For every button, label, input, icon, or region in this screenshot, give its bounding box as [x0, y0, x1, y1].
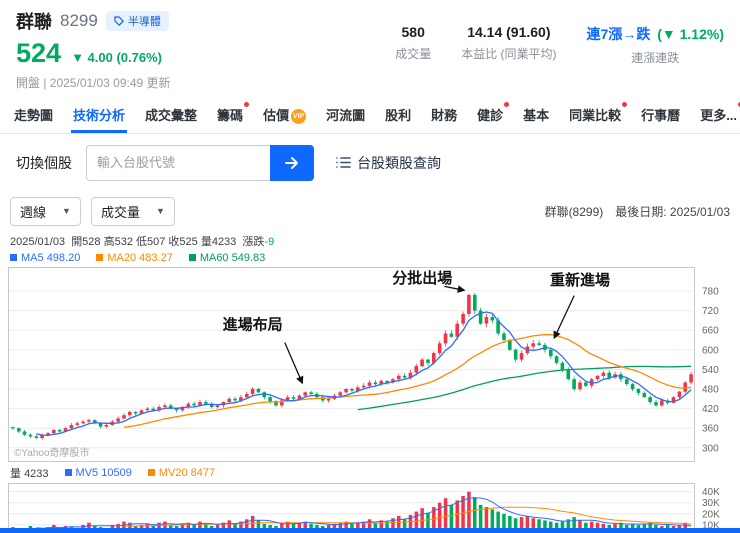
change-value: -9	[264, 235, 275, 248]
market-status: 開盤 | 2025/01/03 09:49 更新	[16, 75, 171, 90]
ma20-value: MA20 483.27	[96, 252, 173, 264]
tab-financials[interactable]: 財務	[431, 107, 458, 123]
tab-chips[interactable]: 籌碼	[215, 95, 250, 133]
tab-river-chart[interactable]: 河流圖	[326, 107, 366, 123]
mv20-value: MV20 8477	[147, 467, 215, 479]
svg-text:30K: 30K	[702, 498, 720, 509]
list-icon	[336, 157, 351, 168]
stock-code: 8299	[60, 11, 98, 30]
vip-badge: VIP	[291, 108, 307, 124]
svg-text:360: 360	[702, 423, 719, 434]
ma60-value: MA60 549.83	[188, 252, 265, 264]
svg-text:©Yahoo奇摩股市: ©Yahoo奇摩股市	[14, 446, 90, 459]
svg-text:10K: 10K	[702, 520, 720, 531]
svg-text:540: 540	[702, 365, 719, 376]
tab-basic[interactable]: 基本	[523, 107, 550, 123]
stock-summary: 群聯 8299 半導體 524 ▼ 4.00 (0.76%) 開盤 | 2025…	[16, 8, 171, 91]
svg-text:40K: 40K	[702, 487, 720, 498]
mv20-swatch	[147, 468, 155, 476]
current-price: 524	[16, 38, 62, 68]
svg-text:300: 300	[702, 443, 719, 454]
notification-dot	[738, 101, 740, 107]
svg-text:480: 480	[702, 384, 719, 395]
search-box	[86, 144, 314, 181]
notification-dot	[504, 101, 510, 107]
stock-code-input[interactable]	[86, 144, 270, 181]
period-select[interactable]: 週線 ▼	[10, 196, 81, 226]
sector-tag[interactable]: 半導體	[105, 11, 169, 31]
svg-text:720: 720	[702, 306, 719, 317]
key-stats: 580 成交量 14.14 (91.60) 本益比 (同業平均) 連7漲→跌 (…	[395, 24, 724, 91]
chevron-down-icon: ▼	[62, 206, 71, 217]
volume-value: 量 4233	[10, 467, 49, 480]
chart-last-date: 最後日期: 2025/01/03	[615, 204, 730, 219]
stock-header: 群聯 8299 半導體 524 ▼ 4.00 (0.76%) 開盤 | 2025…	[0, 0, 740, 95]
switch-stock-label: 切換個股	[16, 154, 72, 171]
stock-switcher: 切換個股 台股類股查詢	[0, 134, 740, 191]
mv5-swatch	[64, 468, 72, 476]
chart-meta: 群聯(8299) 最後日期: 2025/01/03	[545, 203, 730, 220]
tab-more[interactable]: 更多...	[698, 95, 740, 133]
ma5-swatch	[10, 253, 17, 261]
nav-tabs: 走勢圖 技術分析 成交彙整 籌碼 估價 VIP 河流圖 股利 財務 健診 基本 同…	[0, 95, 740, 134]
tab-valuation[interactable]: 估價 VIP	[263, 107, 307, 124]
chart-controls: 週線 ▼ 成交量 ▼ 群聯(8299) 最後日期: 2025/01/03	[8, 193, 732, 232]
notification-dot	[622, 101, 628, 107]
notification-dot	[244, 101, 250, 107]
ma-readout: MA5 498.20 MA20 483.27 MA60 549.83	[8, 251, 732, 267]
ma60-swatch	[188, 253, 196, 261]
tab-peer-comparison[interactable]: 同業比較	[567, 95, 628, 133]
chart-stock-ref: 群聯(8299)	[544, 204, 604, 219]
ohlc-readout: 2025/01/03 開528 高532 低507 收525 量4233 漲跌-…	[10, 235, 275, 248]
tab-transactions[interactable]: 成交彙整	[145, 107, 198, 123]
price-candlestick-chart: 300 360 420 480 540 600 660 720 780 進場布局 分批出場 重新進場 ©…	[8, 266, 719, 462]
indicator-select[interactable]: 成交量 ▼	[90, 196, 175, 226]
ma20-swatch	[96, 253, 104, 261]
tab-calendar[interactable]: 行事曆	[641, 107, 681, 123]
volume-readout: 量 4233 MV5 10509 MV20 8477	[8, 462, 732, 483]
stat-volume: 580 成交量	[395, 24, 432, 61]
stock-category-link[interactable]: 台股類股查詢	[336, 153, 441, 173]
stat-pe-ratio: 14.14 (91.60) 本益比 (同業平均)	[461, 24, 557, 61]
svg-text:重新進場: 重新進場	[550, 271, 610, 289]
arrow-right-icon	[285, 156, 298, 169]
price-change: ▼ 4.00 (0.76%)	[71, 50, 162, 65]
svg-text:20K: 20K	[702, 509, 720, 520]
ma5-value: MA5 498.20	[10, 252, 80, 264]
chevron-down-icon: ▼	[155, 206, 165, 217]
svg-text:780: 780	[702, 286, 719, 297]
svg-text:660: 660	[702, 325, 719, 336]
streak-link[interactable]: 連7漲→跌	[586, 26, 651, 42]
mv5-value: MV5 10509	[64, 467, 132, 479]
svg-text:進場布局: 進場布局	[223, 315, 283, 333]
tab-dividend[interactable]: 股利	[385, 107, 412, 123]
footer-strip	[0, 528, 740, 533]
tab-health-check[interactable]: 健診	[475, 95, 510, 133]
tab-technical-analysis[interactable]: 技術分析	[71, 95, 128, 133]
tab-trend[interactable]: 走勢圖	[14, 107, 54, 123]
svg-text:分批出場: 分批出場	[392, 269, 452, 287]
search-submit-button[interactable]	[270, 144, 314, 181]
stock-name: 群聯	[16, 12, 52, 32]
tag-icon	[114, 16, 124, 26]
technical-chart-section: 週線 ▼ 成交量 ▼ 群聯(8299) 最後日期: 2025/01/03 2025/…	[0, 191, 740, 533]
svg-text:600: 600	[702, 345, 719, 356]
svg-text:420: 420	[702, 404, 719, 415]
stat-streak: 連7漲→跌 (▼ 1.12%) 連漲連跌	[586, 26, 724, 65]
